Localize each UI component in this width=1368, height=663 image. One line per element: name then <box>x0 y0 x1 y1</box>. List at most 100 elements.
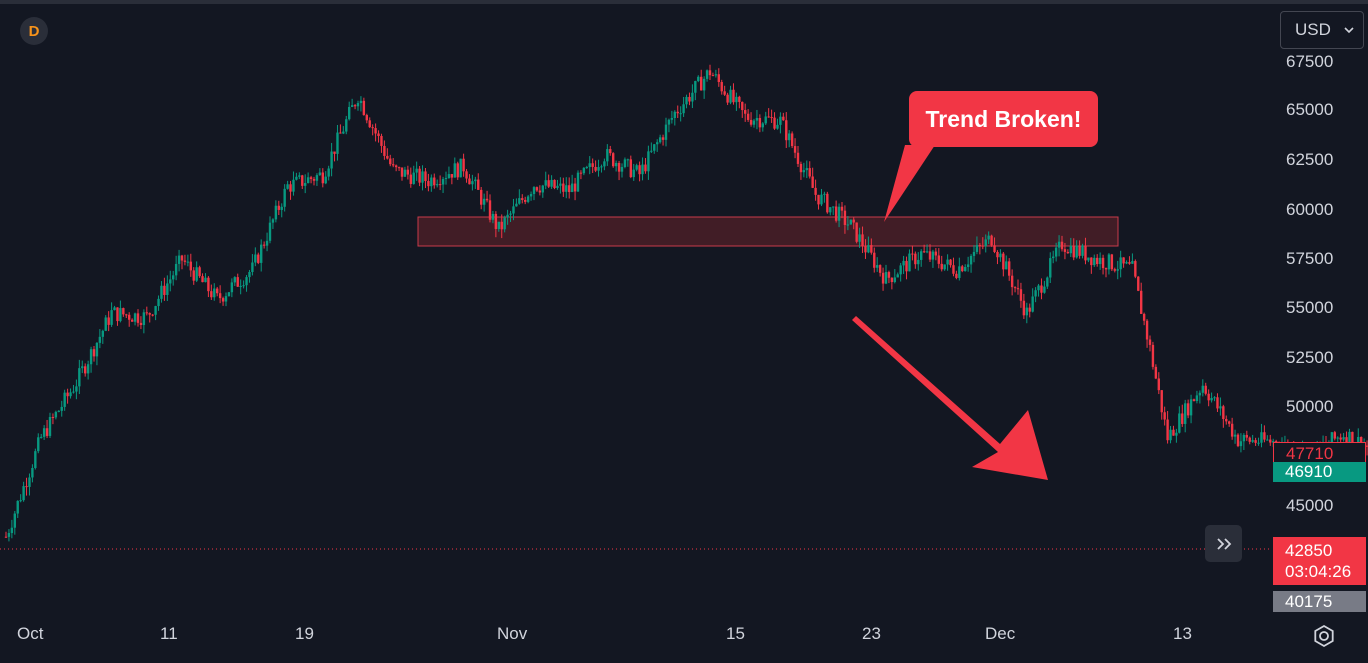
resistance-zone <box>417 216 1119 247</box>
candle-body <box>192 270 195 281</box>
candle-body <box>245 277 248 286</box>
candle-body <box>606 149 609 162</box>
candle-body <box>609 149 612 154</box>
candle-body <box>855 222 858 242</box>
candle-body <box>661 137 665 140</box>
candle-body <box>389 158 392 165</box>
candle-body <box>515 203 518 207</box>
candle-body <box>1010 275 1014 288</box>
candle-body <box>588 163 591 168</box>
price-tag-gray: 40175 <box>1273 591 1366 612</box>
candle-body <box>553 179 556 189</box>
candle-body <box>1116 269 1119 271</box>
candle-body <box>251 262 254 273</box>
candle-body <box>1119 257 1122 270</box>
candle-body <box>359 100 363 104</box>
candle-body <box>25 486 28 488</box>
candle-body <box>1040 285 1043 293</box>
candle-body <box>623 159 627 168</box>
candle-body <box>242 285 245 287</box>
candle-body <box>1049 258 1052 278</box>
candle-body <box>670 118 674 120</box>
candle-body <box>720 82 723 92</box>
candle-body <box>386 155 389 159</box>
candle-body <box>453 163 456 178</box>
candle-body <box>524 199 527 202</box>
candle-body <box>937 255 940 264</box>
x-tick-label: Oct <box>17 624 44 643</box>
candle-body <box>535 187 539 191</box>
candle-body <box>568 185 571 193</box>
candle-body <box>213 288 216 298</box>
x-tick-label: 19 <box>295 624 314 643</box>
price-tag-green: 46910 <box>1273 462 1366 482</box>
candle-body <box>130 319 134 322</box>
candle-body <box>116 307 119 322</box>
candle-body <box>1192 399 1196 402</box>
x-tick-label: Dec <box>985 624 1016 643</box>
candle-body <box>377 133 380 136</box>
candle-body <box>503 217 506 230</box>
candle-body <box>207 277 210 292</box>
candle-body <box>711 75 715 77</box>
candle-body <box>1242 434 1246 442</box>
candle-body <box>664 124 668 140</box>
candle-body <box>330 151 333 169</box>
candle-body <box>19 500 22 502</box>
candle-body <box>1184 403 1187 424</box>
candle-body <box>1181 413 1184 424</box>
currency-select[interactable]: USD <box>1280 11 1364 49</box>
candle-body <box>755 118 759 121</box>
candle-body <box>374 128 377 134</box>
candle-body <box>902 260 905 266</box>
candle-body <box>949 259 952 266</box>
candle-body <box>277 205 280 210</box>
candle-body <box>858 234 861 242</box>
candle-body <box>1225 418 1228 422</box>
candle-body <box>456 163 459 178</box>
candle-body <box>1125 262 1128 264</box>
candle-body <box>128 314 131 320</box>
candle-body <box>441 179 445 185</box>
candle-body <box>233 277 236 283</box>
candle-body <box>468 178 471 185</box>
candle-body <box>424 171 427 182</box>
candle-body <box>779 116 782 125</box>
candle-body <box>943 264 946 270</box>
candle-body <box>749 119 753 125</box>
candle-body <box>908 253 911 272</box>
candle-body <box>999 253 1002 258</box>
candle-body <box>688 96 691 102</box>
candle-body <box>846 224 850 226</box>
candle-body <box>160 285 163 299</box>
candle-body <box>705 70 709 79</box>
y-tick-label: 50000 <box>1286 397 1334 416</box>
candle-body <box>274 205 278 220</box>
candle-body <box>236 277 239 287</box>
candle-body <box>315 175 319 181</box>
candle-body <box>48 416 52 436</box>
chevron-down-icon <box>1344 27 1354 34</box>
candle-body <box>1166 419 1169 441</box>
candle-body <box>878 265 882 273</box>
candle-body <box>931 251 935 260</box>
candle-body <box>922 251 926 253</box>
candle-body <box>723 91 726 95</box>
candle-body <box>990 235 993 246</box>
candle-body <box>383 145 386 156</box>
candle-body <box>1154 366 1158 379</box>
candle-body <box>767 116 770 118</box>
candle-body <box>57 410 60 412</box>
candle-body <box>447 174 451 179</box>
scroll-to-realtime-button[interactable] <box>1205 525 1242 562</box>
chart-settings-button[interactable] <box>1311 623 1337 649</box>
candle-body <box>969 255 973 265</box>
candle-body <box>477 179 480 190</box>
candle-body <box>295 176 298 180</box>
candle-body <box>512 206 515 214</box>
candle-body <box>676 111 679 114</box>
candle-body <box>899 265 902 275</box>
candle-body <box>89 349 93 365</box>
candle-body <box>1172 429 1175 436</box>
